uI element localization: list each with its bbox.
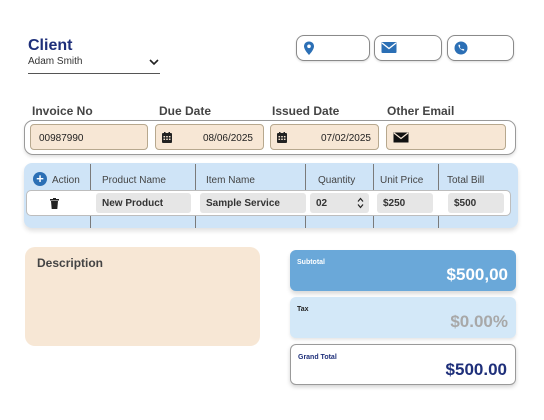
total-bill-value: $500 [454, 198, 477, 209]
total-bill-cell: $500 [448, 193, 504, 213]
other-email-label: Other Email [387, 104, 455, 118]
phone-icon [454, 41, 468, 55]
trash-icon[interactable] [50, 198, 59, 209]
location-button[interactable] [296, 35, 370, 61]
client-title: Client [28, 37, 73, 54]
phone-button[interactable] [447, 35, 514, 61]
issued-date-label: Issued Date [272, 104, 340, 118]
subtotal-label: Subtotal [297, 259, 325, 266]
issued-date-value: 07/02/2025 [320, 133, 371, 144]
client-select[interactable]: Adam Smith [28, 56, 160, 74]
product-name-value: New Product [102, 198, 164, 209]
issued-date-field[interactable]: 07/02/2025 [270, 124, 379, 150]
description-field[interactable]: Description [25, 247, 260, 346]
chevron-down-icon [149, 59, 159, 66]
tax-label: Tax [297, 306, 309, 313]
item-name-value: Sample Service [206, 198, 280, 209]
header-product-name: Product Name [102, 175, 166, 186]
tax-value: $0.00% [450, 312, 508, 331]
mail-icon [393, 132, 409, 143]
tax-card[interactable]: Tax $0.00% [290, 297, 516, 338]
stepper-arrows-icon[interactable] [357, 197, 364, 209]
mail-icon [381, 42, 397, 53]
header-total-bill: Total Bill [447, 175, 485, 186]
header-quantity: Quantity [318, 175, 356, 186]
client-name: Adam Smith [28, 56, 83, 67]
header-action: Action [52, 175, 80, 186]
due-date-field[interactable]: 08/06/2025 [155, 124, 264, 150]
grand-total-card: Grand Total $500.00 [290, 344, 516, 385]
header-unit-price: Unit Price [380, 175, 424, 186]
item-name-cell[interactable]: Sample Service [200, 193, 306, 213]
add-line-icon[interactable]: + [33, 172, 47, 186]
invoice-no-value: 00987990 [39, 133, 84, 144]
subtotal-card: Subtotal $500,00 [290, 250, 516, 291]
calendar-icon [162, 132, 172, 143]
due-date-value: 08/06/2025 [202, 133, 253, 144]
quantity-value: 02 [316, 198, 328, 209]
invoice-no-field[interactable]: 00987990 [30, 124, 148, 150]
unit-price-cell[interactable]: $250 [377, 193, 433, 213]
due-date-label: Due Date [159, 104, 212, 118]
calendar-icon [277, 132, 287, 143]
subtotal-value: $500,00 [446, 265, 508, 284]
email-button[interactable] [374, 35, 442, 61]
product-name-cell[interactable]: New Product [96, 193, 191, 213]
header-item-name: Item Name [206, 175, 255, 186]
location-icon [304, 41, 314, 55]
grand-total-value: $500.00 [445, 360, 507, 379]
grand-total-label: Grand Total [298, 354, 337, 361]
quantity-stepper[interactable]: 02 [310, 193, 369, 213]
unit-price-value: $250 [383, 198, 406, 209]
invoice-no-label: Invoice No [32, 104, 93, 118]
description-label: Description [37, 256, 104, 270]
other-email-field[interactable] [386, 124, 506, 150]
